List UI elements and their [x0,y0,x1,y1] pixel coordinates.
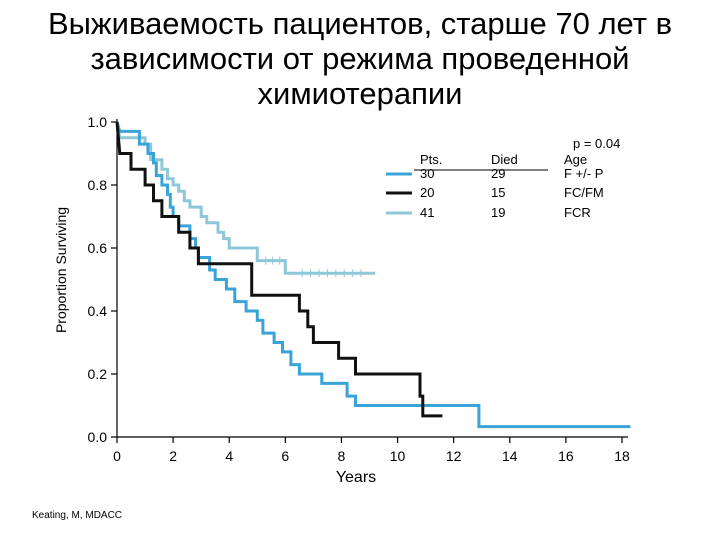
y-tick-label: 0.6 [88,240,108,256]
legend-pts: 20 [420,185,434,200]
x-tick-label: 16 [558,448,574,464]
x-tick-label: 12 [446,448,462,464]
y-tick-label: 0.2 [88,366,108,382]
survival-curves [115,121,631,429]
y-tick-label: 0.8 [88,177,108,193]
legend-rows: 30 29 F +/- P 20 15 FC/FM 41 19 FCR [386,166,604,220]
y-tick-label: 0.0 [88,429,108,445]
y-axis-label: Proportion Surviving [53,207,69,333]
x-tick-label: 10 [390,448,406,464]
chart-title: Выживаемость пациентов, старше 70 лет в … [0,6,720,111]
legend-pts: 30 [420,166,434,181]
survival-curve-0 [115,121,631,429]
legend-regimen: FCR [564,205,591,220]
x-tick-label: 8 [338,448,346,464]
survival-curve-2 [115,121,376,275]
source-footer: Keating, M, MDACC [32,510,123,521]
y-tick-label: 0.4 [88,303,108,319]
x-tick-label: 0 [113,448,121,464]
y-tick-label: 1.0 [88,114,108,130]
title-line-1: Выживаемость пациентов, старше 70 лет в [47,6,673,41]
x-tick-label: 2 [169,448,177,464]
x-tick-label: 6 [281,448,289,464]
legend-header-pts: Pts. [420,152,442,167]
x-tick-label: 14 [502,448,518,464]
title-line-3: химиотерапии [257,76,463,111]
x-axis-label: Years [336,469,376,486]
x-tick-label: 4 [225,448,233,464]
legend-regimen: F +/- P [564,166,603,181]
y-ticks: 0.0 0.2 0.4 0.6 0.8 1.0 [88,114,117,445]
x-ticks: 0 2 4 6 8 10 12 14 16 18 [113,437,630,464]
survival-curve-1 [115,121,443,418]
legend-died: 29 [491,166,505,181]
legend-died: 15 [491,185,505,200]
legend-regimen: FC/FM [564,185,604,200]
legend-pts: 41 [420,205,434,220]
legend-header-age: Age [564,152,587,167]
p-value-label: p = 0.04 [573,136,620,151]
legend-died: 19 [491,205,505,220]
legend: p = 0.04 Pts. Died Age 30 29 F +/- P 20 15 FC… [386,136,620,220]
x-tick-label: 18 [614,448,630,464]
title-line-2: зависимости от режима проведенной [90,41,630,76]
legend-header-died: Died [491,152,518,167]
